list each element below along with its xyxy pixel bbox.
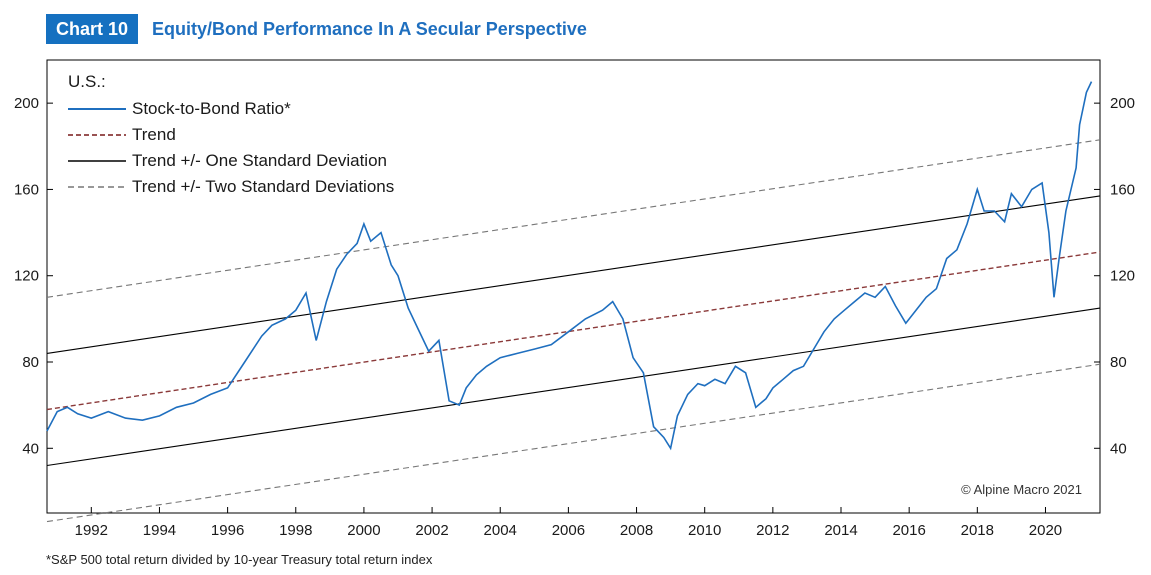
- y-tick-label-left: 160: [14, 181, 39, 198]
- y-tick-label-left: 120: [14, 268, 39, 285]
- series-line-3: [46, 307, 1101, 467]
- legend-label-4: Trend +/- Two Standard Deviations: [132, 177, 394, 196]
- legend-label-0: Stock-to-Bond Ratio*: [132, 99, 291, 118]
- copyright-label: © Alpine Macro 2021: [961, 482, 1082, 497]
- x-tick-label: 2018: [961, 522, 994, 539]
- legend-label-2: Trend +/- One Standard Deviation: [132, 151, 387, 170]
- x-tick-label: 1996: [211, 522, 244, 539]
- series-line-1: [46, 251, 1101, 411]
- series-lines: [46, 81, 1093, 451]
- x-tick-label: 2002: [415, 522, 448, 539]
- series-line-4: [46, 139, 1101, 298]
- x-tick-label: 2012: [756, 522, 789, 539]
- x-tick-label: 2010: [688, 522, 721, 539]
- x-tick-label: 2004: [484, 522, 517, 539]
- x-tick-label: 2020: [1029, 522, 1062, 539]
- x-tick-label: 2000: [347, 522, 380, 539]
- chart-number-badge: Chart 10: [46, 14, 139, 44]
- chart-header: Chart 10 Equity/Bond Performance In A Se…: [46, 14, 587, 44]
- x-tick-label: 1998: [279, 522, 312, 539]
- x-tick-label: 1994: [143, 522, 176, 539]
- plot-frame: [46, 59, 1101, 514]
- chart-title: Equity/Bond Performance In A Secular Per…: [152, 18, 587, 39]
- series-line-0: [46, 81, 1093, 451]
- y-tick-label-right: 80: [1110, 354, 1127, 371]
- y-tick-label-right: 120: [1110, 268, 1135, 285]
- legend-label-1: Trend: [132, 125, 176, 144]
- series-line-5: [46, 363, 1101, 523]
- series-line-2: [46, 195, 1101, 354]
- y-tick-label-right: 160: [1110, 181, 1135, 198]
- footnote: *S&P 500 total return divided by 10-year…: [46, 552, 433, 567]
- y-tick-label-right: 40: [1110, 440, 1127, 457]
- x-tick-label: 2008: [620, 522, 653, 539]
- y-tick-label-left: 40: [22, 440, 39, 457]
- x-tick-label: 2006: [552, 522, 585, 539]
- legend-title: U.S.:: [68, 72, 106, 91]
- trend-lines: [46, 139, 1101, 523]
- axes: 1992 1994 1996 1998 2000 2002 2004 2006 2008 2010…: [14, 95, 1135, 539]
- y-tick-label-left: 200: [14, 95, 39, 112]
- x-tick-label: 1992: [75, 522, 108, 539]
- y-tick-label-right: 200: [1110, 95, 1135, 112]
- x-tick-label: 2016: [892, 522, 925, 539]
- x-tick-label: 2014: [824, 522, 857, 539]
- legend: U.S.: Stock-to-Bond Ratio* Trend Trend +/- …: [68, 72, 394, 196]
- y-tick-label-left: 80: [22, 354, 39, 371]
